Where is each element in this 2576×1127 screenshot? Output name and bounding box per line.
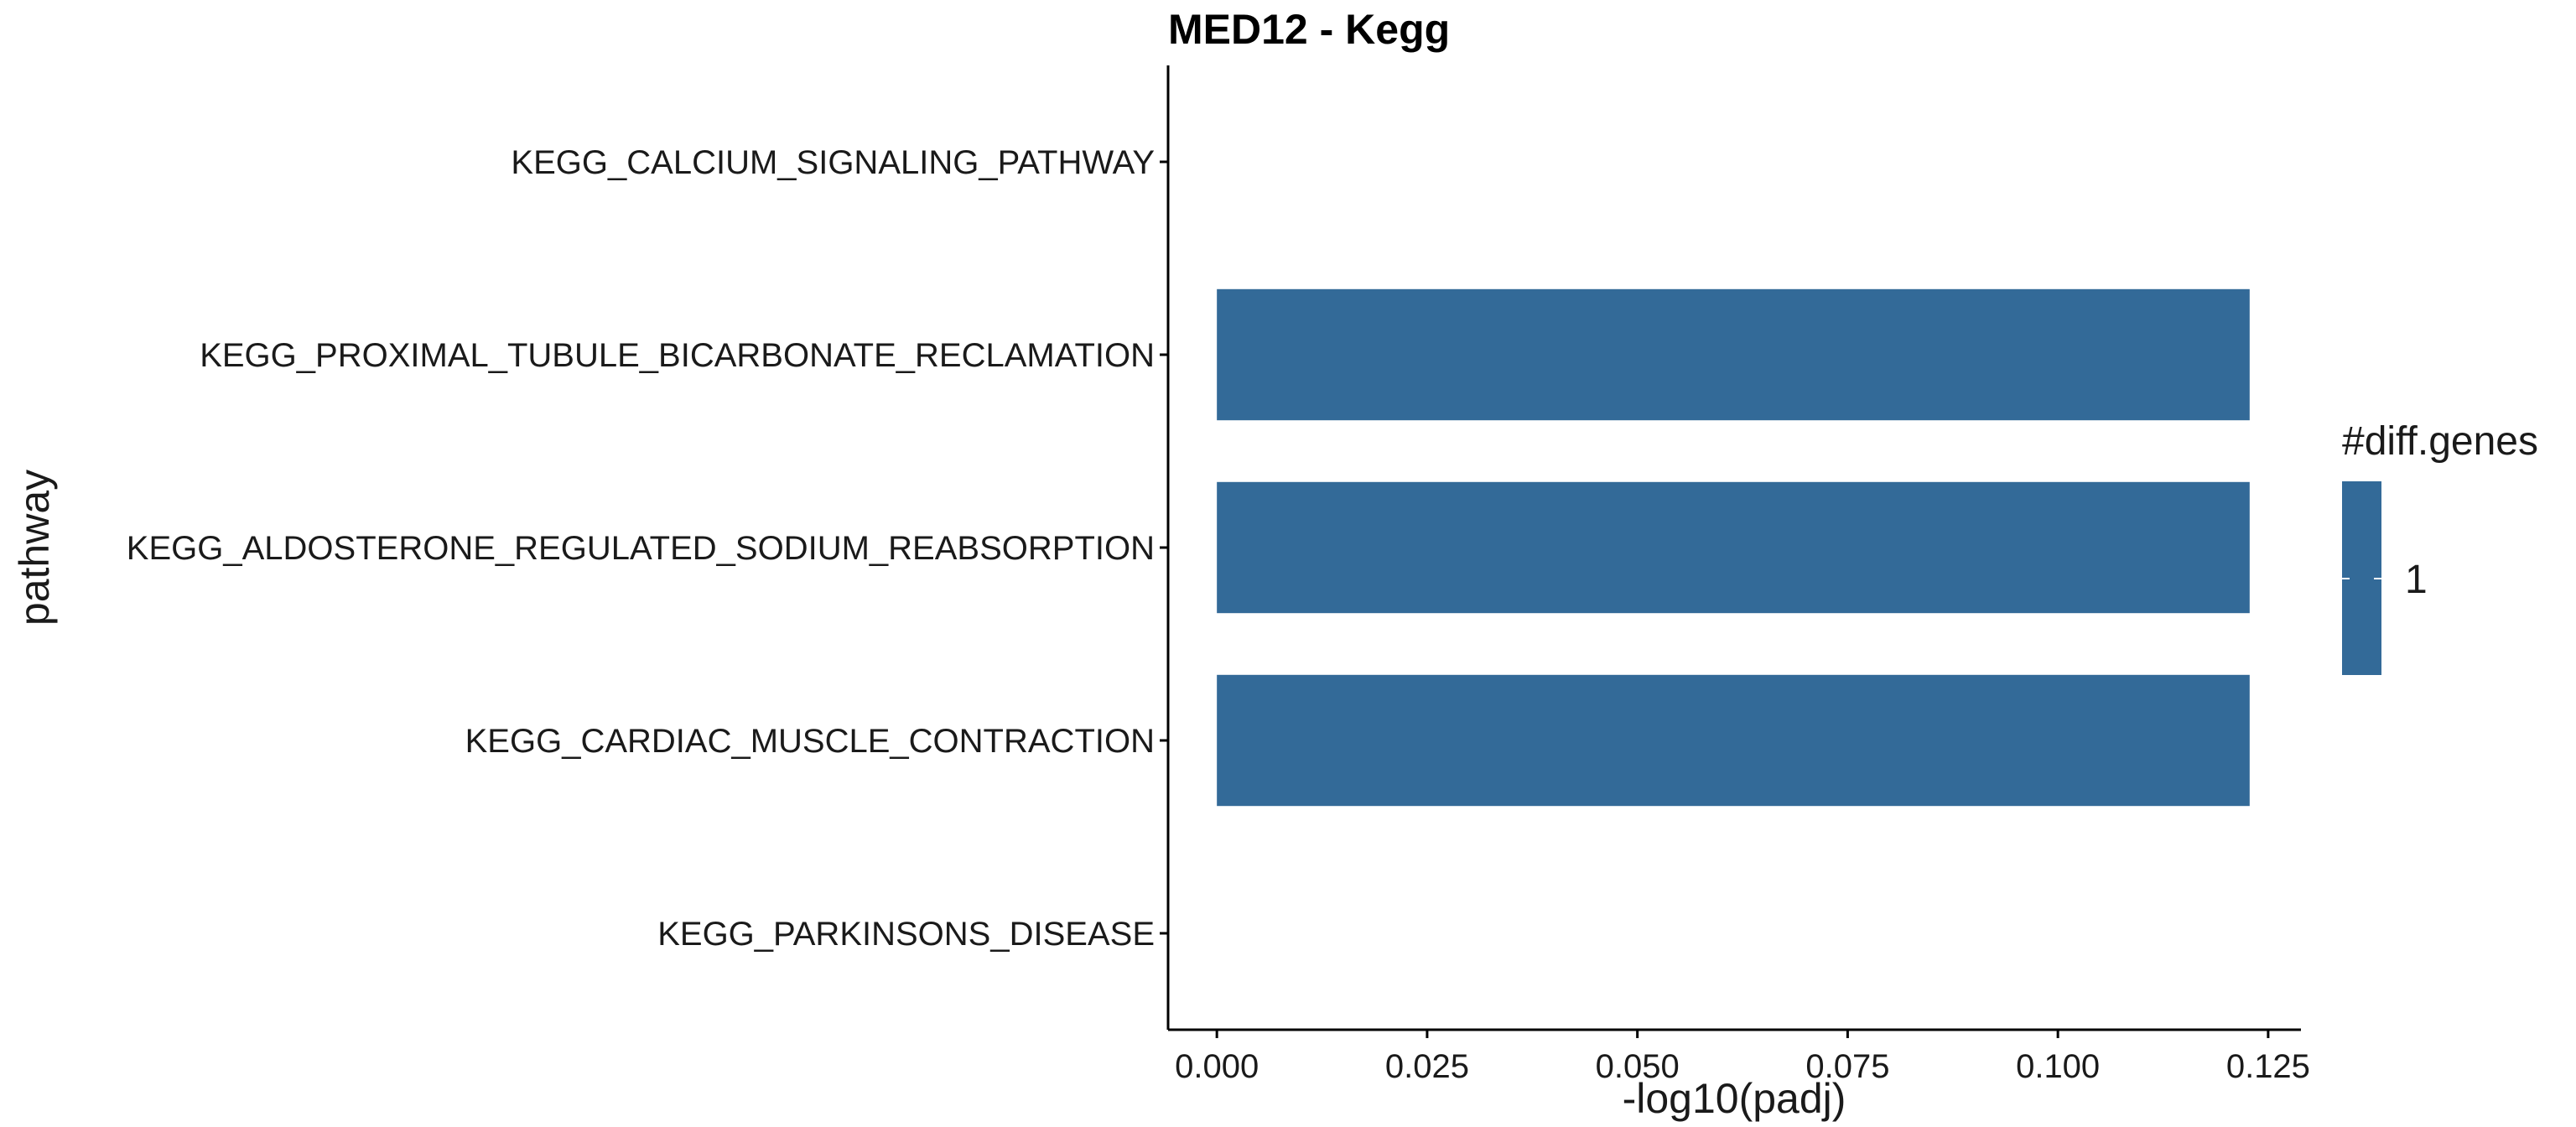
x-tick-label: 0.100	[2016, 1048, 2100, 1085]
x-tick-label: 0.000	[1175, 1048, 1259, 1085]
bar	[1217, 481, 2250, 614]
x-axis-title: -log10(padj)	[1623, 1075, 1846, 1122]
y-tick-label: KEGG_PARKINSONS_DISEASE	[657, 916, 1155, 953]
legend: #diff.genes 1	[2342, 419, 2538, 675]
legend-title: #diff.genes	[2342, 419, 2538, 464]
legend-label: 1	[2405, 558, 2428, 602]
bars	[1217, 288, 2250, 807]
x-tick-label: 0.025	[1385, 1048, 1469, 1085]
bar	[1217, 674, 2250, 807]
y-tick-label: KEGG_CARDIAC_MUSCLE_CONTRACTION	[465, 723, 1155, 760]
y-axis-title: pathway	[11, 470, 58, 626]
chart-title: MED12 - Kegg	[1168, 6, 1450, 53]
y-tick-label: KEGG_ALDOSTERONE_REGULATED_SODIUM_REABSO…	[127, 530, 1155, 567]
x-axis-ticks: 0.000 0.025 0.050 0.075 0.100 0.125	[1175, 1030, 2310, 1085]
x-tick-label: 0.125	[2226, 1048, 2310, 1085]
x-tick-label: 0.050	[1596, 1048, 1680, 1085]
x-tick-label: 0.075	[1805, 1048, 1889, 1085]
y-tick-label: KEGG_CALCIUM_SIGNALING_PATHWAY	[511, 144, 1155, 181]
y-tick-label: KEGG_PROXIMAL_TUBULE_BICARBONATE_RECLAMA…	[200, 337, 1155, 374]
y-axis-ticks: KEGG_CALCIUM_SIGNALING_PATHWAY KEGG_PROXI…	[127, 144, 1168, 953]
bar	[1217, 288, 2250, 421]
